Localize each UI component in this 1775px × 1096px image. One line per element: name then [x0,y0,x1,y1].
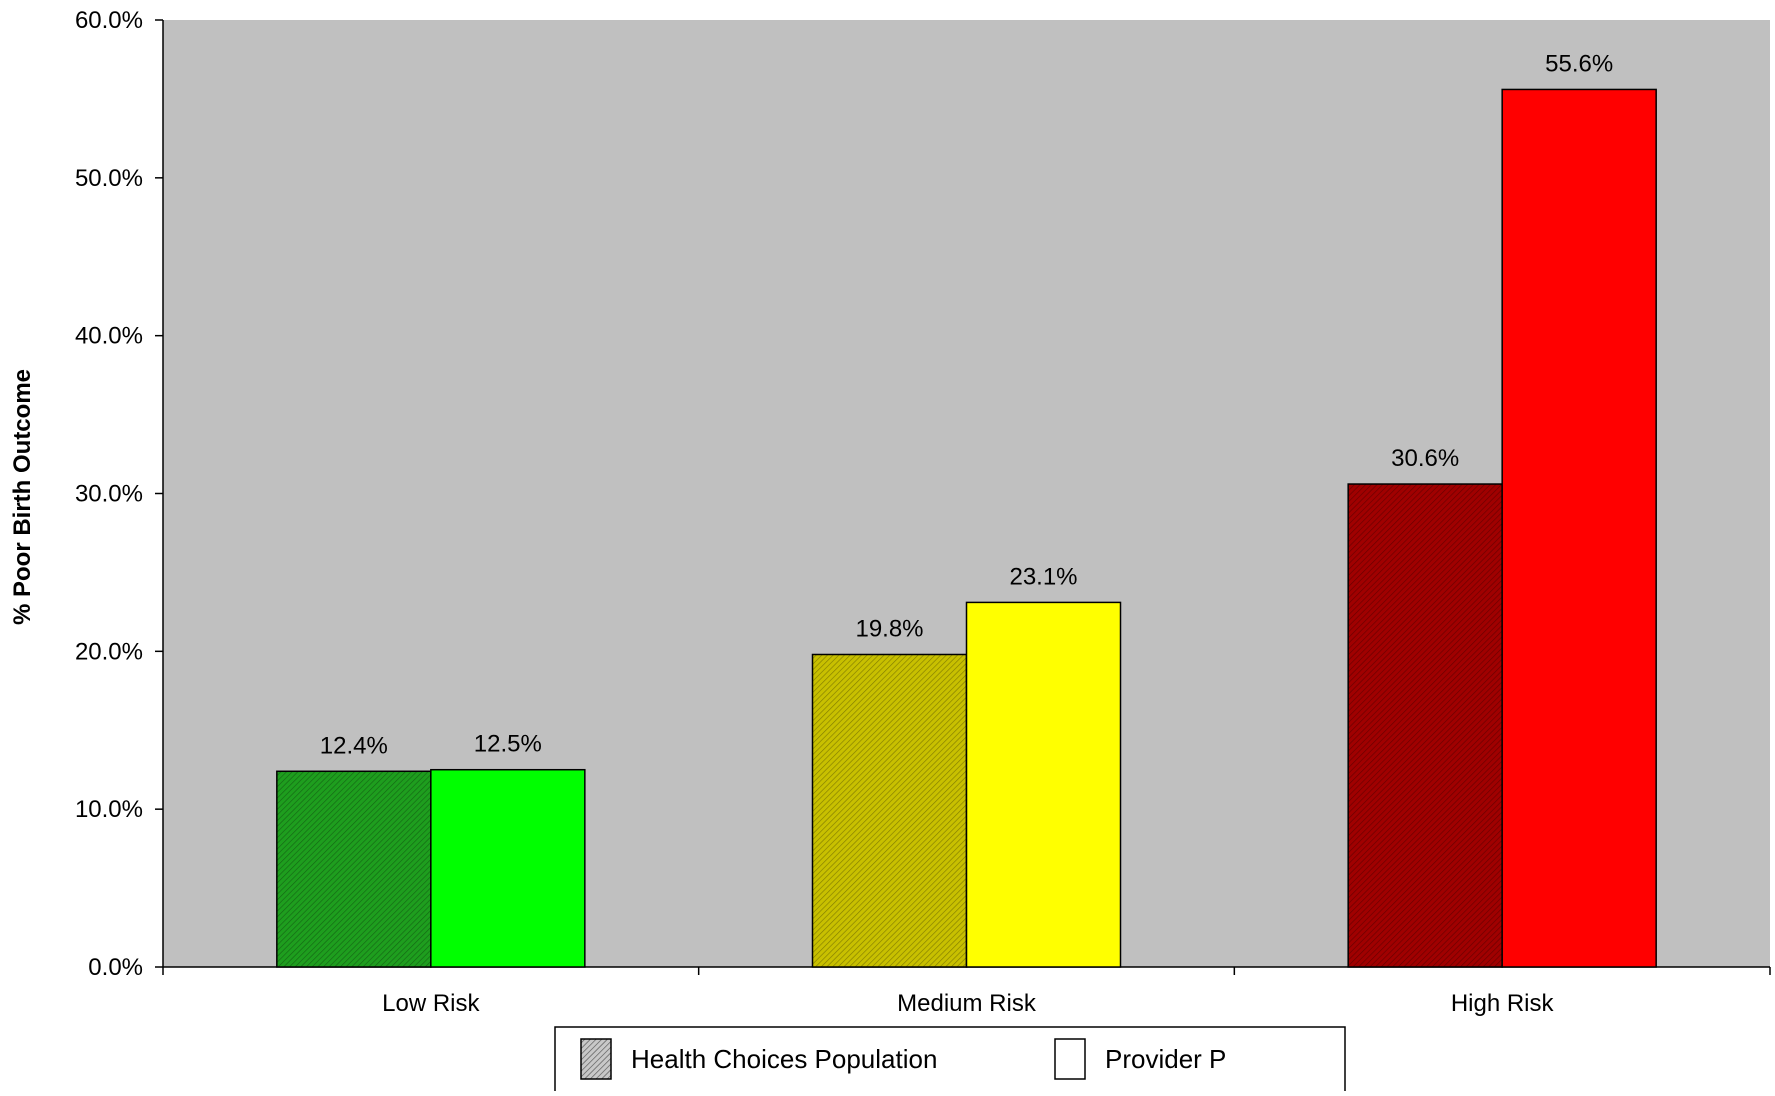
y-tick-label: 50.0% [75,165,143,192]
y-tick-label: 30.0% [75,481,143,508]
data-label: 19.8% [855,615,923,642]
y-axis-label: % Poor Birth Outcome [9,369,36,625]
x-category-label: Low Risk [382,990,480,1017]
legend: Health Choices Population Provider P [554,1026,1346,1096]
bar [430,768,586,968]
legend-swatch [1054,1038,1086,1080]
data-label: 55.6% [1545,50,1613,77]
y-tick-label: 60.0% [75,7,143,34]
legend-box [554,1026,1346,1096]
bars [276,88,1657,968]
legend-label: Provider P [1105,1044,1226,1074]
data-label: 12.4% [320,732,388,759]
y-tick-label: 40.0% [75,323,143,350]
x-category-label: High Risk [1451,990,1555,1017]
bar [965,601,1122,968]
y-tick-label: 0.0% [88,954,143,981]
legend-label: Health Choices Population [631,1044,937,1074]
bar [1501,88,1657,968]
y-tick-label: 10.0% [75,796,143,823]
bar [811,653,968,968]
data-label: 12.5% [474,731,542,758]
data-label: 30.6% [1391,445,1459,472]
bar [276,770,432,968]
x-category-label: Medium Risk [897,990,1037,1017]
bar [1347,483,1503,968]
y-tick-label: 20.0% [75,638,143,665]
data-labels: 12.4% 12.5% 19.8% 23.1% 30.6% 55.6% [320,50,1613,759]
legend-swatch [580,1038,612,1080]
data-label: 23.1% [1009,563,1077,590]
